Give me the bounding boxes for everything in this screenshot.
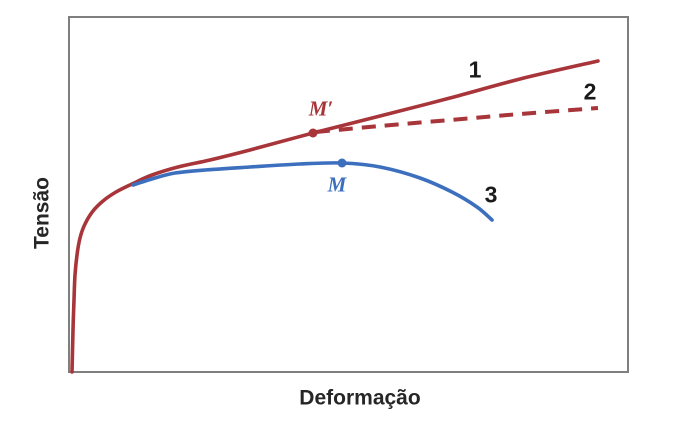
curve-1-solid-red xyxy=(70,59,600,374)
curve-3-solid-blue xyxy=(131,161,494,222)
point-M-prime-dot xyxy=(308,128,318,138)
point-M-dot xyxy=(337,158,347,168)
plot-border xyxy=(68,16,629,373)
